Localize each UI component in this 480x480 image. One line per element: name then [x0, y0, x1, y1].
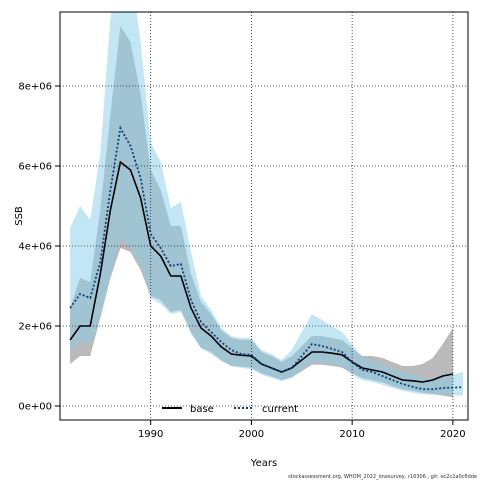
y-tick-label: 2e+06 — [18, 322, 52, 333]
y-tick-label: 6e+06 — [18, 162, 52, 173]
confidence-bands — [70, 12, 463, 398]
x-tick-label: 2010 — [339, 429, 364, 440]
grid-lines — [60, 12, 468, 420]
legend: base current — [162, 404, 298, 415]
x-axis-title: Years — [250, 458, 277, 469]
x-tick-label: 2000 — [239, 429, 264, 440]
y-axis-title: SSB — [14, 206, 25, 226]
x-axis: 1990 2000 2010 2020 — [138, 420, 466, 440]
footnote: stockassessment.org, WHOM_2022_onesurvey… — [288, 474, 477, 480]
series-lines — [69, 125, 464, 391]
legend-label-current: current — [262, 404, 298, 415]
x-tick-label: 2020 — [440, 429, 465, 440]
y-tick-label: 4e+06 — [18, 242, 52, 253]
legend-label-base: base — [190, 404, 214, 415]
confidence-band-current — [70, 12, 463, 396]
plot-frame — [59, 11, 469, 421]
series-line-current — [69, 125, 464, 391]
y-tick-label: 8e+06 — [18, 82, 52, 93]
y-tick-label: 0e+00 — [18, 402, 52, 413]
y-axis: 0e+00 2e+06 4e+06 6e+06 8e+06 — [18, 82, 60, 413]
x-tick-label: 1990 — [138, 429, 163, 440]
